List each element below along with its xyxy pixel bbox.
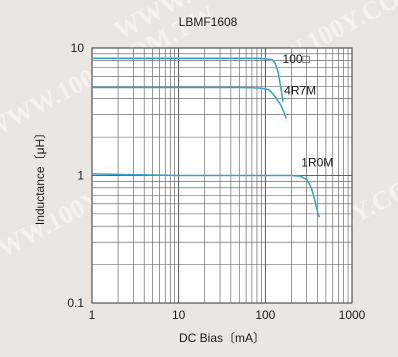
y-tick-label: 1 bbox=[77, 169, 84, 183]
series-layer bbox=[91, 57, 321, 218]
series-line-3 bbox=[91, 173, 321, 218]
x-axis-label: DC Bias〔mA〕 bbox=[179, 331, 265, 345]
y-tick-label: 0.1 bbox=[67, 296, 84, 310]
y-axis-label: Inductance〔μH〕 bbox=[33, 127, 47, 225]
x-tick-labels: 1 10 100 1000 bbox=[89, 308, 366, 322]
series-label-3: 1R0M bbox=[301, 155, 333, 169]
y-tick-labels: 0.1 1 10 bbox=[67, 41, 84, 310]
x-tick-label: 1000 bbox=[339, 308, 366, 322]
x-tick-label: 100 bbox=[255, 308, 275, 322]
series-line-1 bbox=[92, 57, 284, 102]
series-label-1: 100□ bbox=[283, 52, 310, 66]
chart-title: LBMF1608 bbox=[179, 15, 238, 29]
y-tick-label: 10 bbox=[71, 41, 85, 55]
series-label-2: 4R7M bbox=[284, 84, 316, 98]
x-tick-label: 1 bbox=[89, 308, 96, 322]
series-labels: 100□ 4R7M 1R0M bbox=[283, 52, 334, 169]
series-line-2 bbox=[92, 86, 288, 119]
x-tick-label: 10 bbox=[172, 308, 186, 322]
